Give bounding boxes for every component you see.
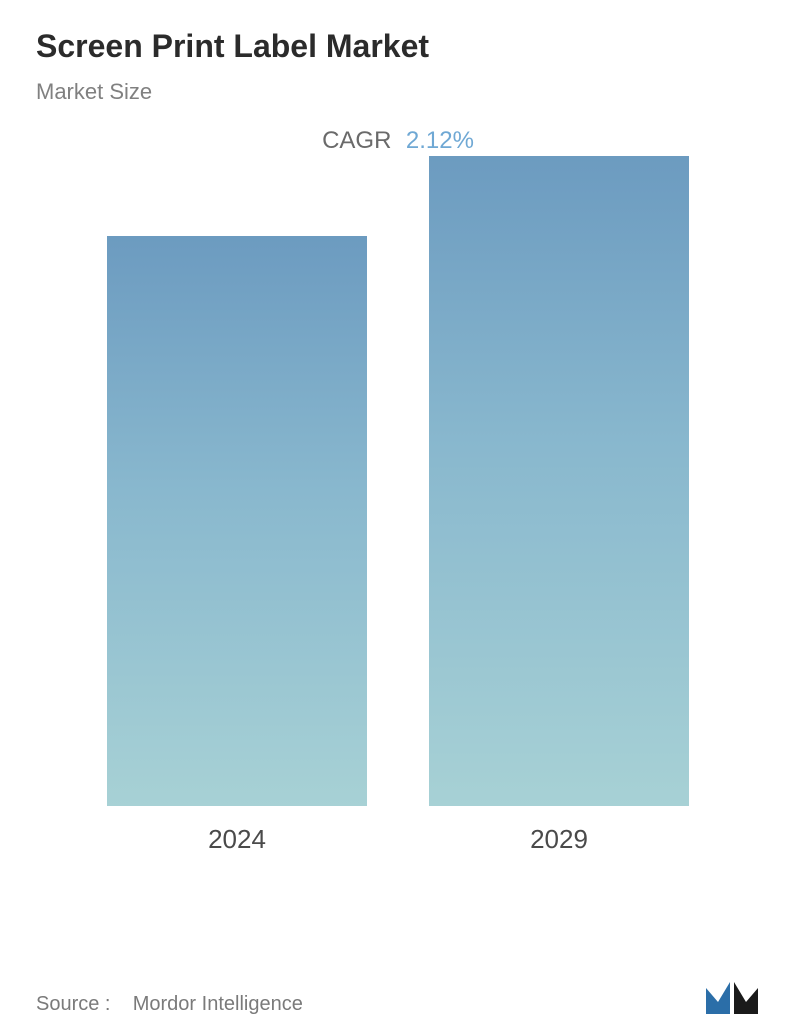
bar-label-1: 2029 [530, 824, 588, 855]
bar-group-1: 2029 [419, 156, 699, 855]
bar-group-0: 2024 [97, 236, 377, 855]
bar-label-0: 2024 [208, 824, 266, 855]
bar-2024 [107, 236, 367, 806]
bars-wrapper: 2024 2029 [36, 175, 760, 855]
page-subtitle: Market Size [36, 79, 760, 105]
source-label: Source : [36, 993, 110, 1015]
chart-area: 2024 2029 [36, 175, 760, 895]
bar-2029 [429, 156, 689, 806]
page-title: Screen Print Label Market [36, 28, 760, 65]
source-name: Mordor Intelligence [133, 993, 303, 1015]
chart-container: Screen Print Label Market Market Size CA… [0, 0, 796, 1034]
source-text: Source : Mordor Intelligence [36, 993, 303, 1016]
mordor-logo-icon [704, 976, 760, 1016]
footer: Source : Mordor Intelligence [36, 976, 760, 1016]
cagr-value: 2.12% [406, 127, 474, 154]
cagr-label: CAGR [322, 127, 391, 154]
cagr-row: CAGR 2.12% [36, 127, 760, 155]
